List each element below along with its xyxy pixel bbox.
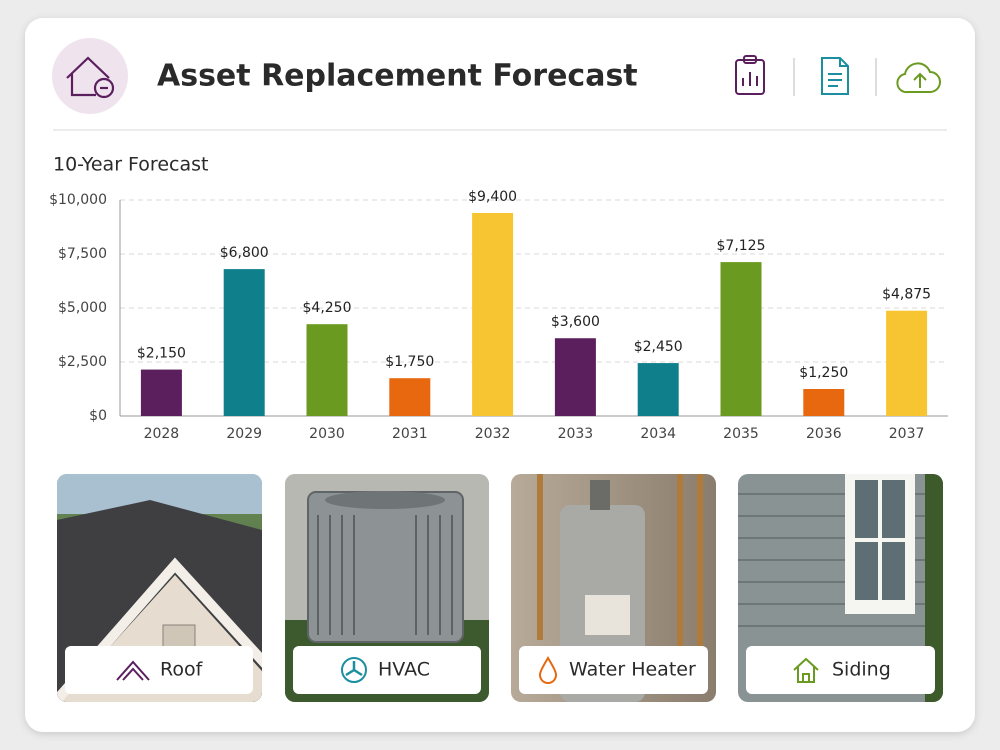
value-label: $4,875 — [882, 287, 931, 303]
card-labels: Roof HVAC Water Heater Siding — [65, 646, 935, 694]
value-label: $1,250 — [799, 365, 848, 381]
header-icon-bg — [52, 38, 128, 114]
roof-card[interactable]: Roof — [65, 646, 253, 694]
card-label: Water Heater — [569, 659, 696, 681]
bar — [554, 338, 596, 416]
x-tick-label: 2031 — [392, 426, 428, 442]
report-button[interactable] — [735, 55, 765, 95]
y-tick-label: $10,000 — [49, 192, 107, 208]
x-tick-label: 2035 — [723, 426, 759, 442]
x-tick-label: 2034 — [640, 426, 676, 442]
bar — [389, 378, 431, 416]
siding-card[interactable]: Siding — [746, 646, 935, 694]
value-label: $2,150 — [137, 346, 186, 362]
card-label: HVAC — [378, 659, 430, 681]
y-tick-label: $7,500 — [58, 246, 107, 262]
x-tick-label: 2037 — [889, 426, 925, 442]
x-tick-label: 2028 — [144, 426, 180, 442]
card-label: Roof — [160, 659, 204, 681]
bar — [472, 212, 514, 416]
upload-button[interactable] — [896, 62, 941, 94]
chart: $0 $2,500 $5,000 $7,500 $10,000 2028 $2,150 202… — [49, 189, 948, 442]
x-tick-label: 2036 — [806, 426, 842, 442]
house-icon — [66, 56, 115, 99]
value-label: $6,800 — [220, 245, 269, 261]
bar — [720, 262, 762, 416]
bar — [223, 269, 265, 416]
bar — [306, 324, 348, 416]
y-tick-label: $0 — [89, 408, 107, 424]
bar — [637, 363, 679, 416]
document-button[interactable] — [821, 57, 849, 95]
chart-title: 10-Year Forecast — [53, 154, 208, 176]
card-label: Siding — [832, 659, 891, 681]
toolbar — [735, 55, 941, 96]
x-tick-label: 2032 — [475, 426, 511, 442]
hvac-card[interactable]: HVAC — [293, 646, 481, 694]
bar — [140, 369, 182, 416]
bar — [803, 389, 845, 416]
value-label: $4,250 — [303, 300, 352, 316]
water-heater-card[interactable]: Water Heater — [519, 646, 708, 694]
bar — [886, 310, 928, 416]
x-tick-label: 2029 — [226, 426, 262, 442]
x-tick-label: 2030 — [309, 426, 345, 442]
y-tick-label: $5,000 — [58, 300, 107, 316]
value-label: $9,400 — [468, 189, 517, 205]
value-label: $3,600 — [551, 314, 600, 330]
value-label: $7,125 — [717, 238, 766, 254]
x-tick-label: 2033 — [558, 426, 594, 442]
y-tick-label: $2,500 — [58, 354, 107, 370]
header-title: Asset Replacement Forecast — [157, 59, 638, 94]
value-label: $2,450 — [634, 339, 683, 355]
value-label: $1,750 — [385, 354, 434, 370]
